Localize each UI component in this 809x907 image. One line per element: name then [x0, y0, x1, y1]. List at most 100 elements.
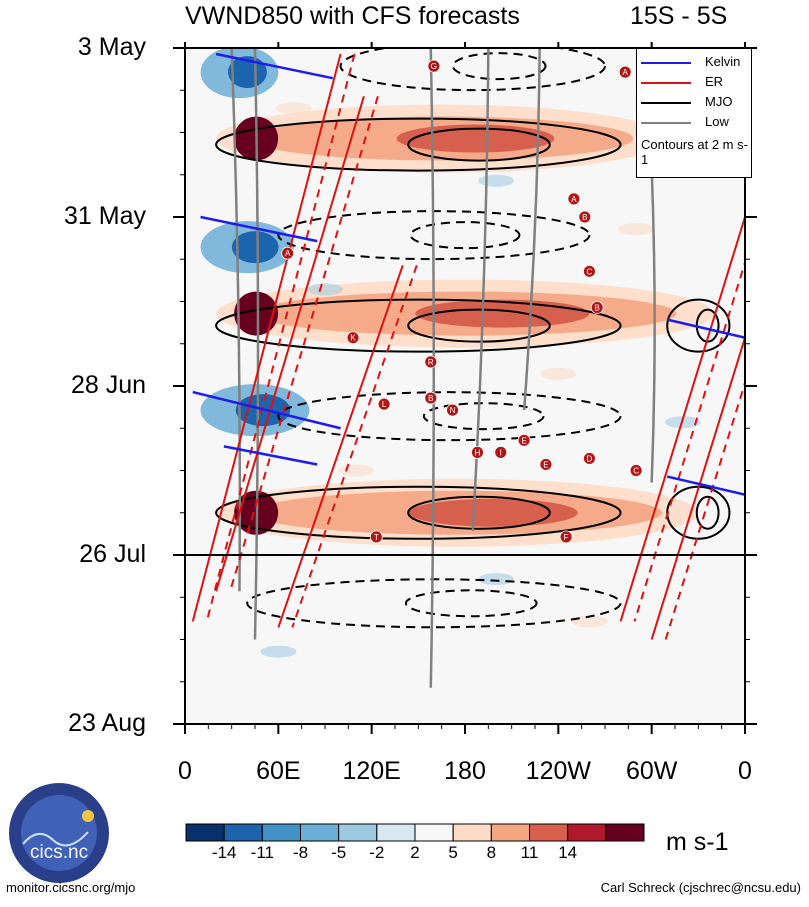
mjo-negative-contour-inner [422, 402, 545, 431]
er-wave-contour-dashed [291, 264, 418, 628]
storm-marker-label: B [428, 394, 433, 403]
x-tick-label: 60W [625, 757, 678, 785]
colorbar-swatch [414, 823, 454, 842]
storm-marker-label: F [564, 533, 569, 542]
colorbar-level-label: 8 [486, 843, 497, 862]
kelvin-wave-contour [666, 318, 745, 339]
legend-label: Low [705, 114, 729, 129]
colorbar-swatch [261, 823, 302, 842]
kelvin-wave-contour [192, 390, 341, 430]
speckle-anomaly [540, 367, 577, 380]
legend-contour-note: Contours at 2 m s-1 [641, 137, 748, 167]
logo-text: cics.nc [30, 842, 89, 863]
colorbar-level-label: -2 [369, 843, 385, 862]
er-wave-contour [650, 337, 745, 640]
low-frequency-contour [650, 168, 656, 483]
wave-line-layer [191, 48, 745, 688]
axis-ticks [173, 42, 757, 734]
positive-band-core [415, 299, 590, 328]
storm-marker [346, 331, 360, 345]
storm-marker-label: K [350, 334, 356, 343]
low-line-swatch [641, 122, 691, 124]
storm-marker [446, 403, 459, 417]
mjo-positive-contour [666, 298, 731, 353]
storm-marker-label: N [450, 406, 456, 415]
mjo-positive-contour-inner [407, 495, 551, 530]
x-tick-label: 60E [256, 757, 301, 785]
storm-marker [517, 433, 531, 447]
positive-band-peak [234, 291, 279, 336]
storm-marker [583, 264, 596, 278]
storm-marker-label: E [543, 460, 548, 469]
speckle-anomaly [571, 615, 608, 628]
storm-marker [427, 59, 441, 73]
colorbar-units: m s-1 [666, 828, 729, 856]
colorbar-level-label: 11 [520, 843, 539, 862]
colorbar-swatch [300, 823, 340, 842]
storm-marker [471, 445, 484, 459]
storm-marker-label: A [571, 195, 577, 204]
storm-marker [369, 530, 383, 544]
storm-marker [424, 391, 438, 405]
kelvin-wave-contour [223, 445, 318, 466]
negative-band-core [231, 231, 279, 264]
y-tick-label: 3 May [77, 33, 146, 61]
storm-marker-label: T [374, 533, 379, 542]
x-tick-label: 120W [525, 757, 591, 785]
colorbar-swatch [490, 823, 531, 842]
negative-band-core [228, 56, 267, 89]
y-tick-label: 26 Jul [79, 540, 146, 568]
storm-marker-label: B [595, 304, 600, 313]
x-tick-label: 0 [178, 757, 192, 785]
y-tick-label: 23 Aug [68, 709, 146, 737]
storm-marker [590, 301, 604, 314]
mjo-negative-contour [246, 578, 622, 629]
storm-marker [424, 355, 438, 369]
low-frequency-contour [253, 48, 260, 640]
colorbar-swatch [452, 823, 492, 842]
speckle-anomaly [618, 223, 655, 236]
er-line-swatch [641, 82, 691, 84]
low-frequency-contour [471, 48, 490, 531]
footer-author: Carl Schreck (cjschrec@ncsu.edu) [600, 880, 801, 895]
colorbar-swatch [567, 823, 607, 842]
storm-marker [281, 246, 295, 260]
storm-marker-label: L [382, 400, 387, 409]
x-tick-label: 180 [444, 757, 486, 785]
speckle-anomaly [478, 573, 515, 586]
storm-marker-label: E [521, 436, 526, 445]
colorbar-swatch [223, 823, 263, 842]
y-tick-label: 28 Jun [70, 371, 146, 399]
mjo-positive-contour-inner [407, 127, 551, 162]
kelvin-line-swatch [641, 62, 691, 64]
logo-inner-circle [21, 795, 97, 871]
shaded-anomaly-layer [200, 48, 714, 658]
logo-sun [82, 810, 94, 822]
colorbar-level-label: -5 [331, 843, 347, 862]
er-wave-contour-dashed [633, 259, 745, 622]
storm-marker-label: D [587, 454, 593, 463]
legend-label: MJO [705, 94, 733, 109]
low-frequency-contour [230, 48, 242, 592]
mjo-positive-contour-inner [695, 495, 720, 530]
storm-marker-label: R [428, 358, 434, 367]
kelvin-wave-contour [200, 215, 318, 243]
storm-marker [578, 210, 592, 224]
storm-marker-label: I [500, 448, 502, 457]
kelvin-wave-contour [215, 52, 334, 80]
storm-marker [494, 445, 508, 459]
colorbar-level-label: 5 [448, 843, 458, 862]
er-wave-contour [215, 95, 365, 592]
mjo-negative-contour-inner [451, 52, 547, 81]
storm-marker-label: G [431, 62, 437, 71]
storm-marker [629, 464, 643, 477]
colorbar-level-label: -14 [211, 843, 237, 862]
colorbar-level-label: -11 [250, 843, 274, 862]
storm-marker [377, 397, 391, 411]
legend: Kelvin ER MJO Low Contours at 2 m s-1 [636, 48, 752, 178]
storm-marker-label: H [475, 448, 481, 457]
logo-wave [22, 831, 89, 847]
mjo-negative-contour [277, 391, 622, 442]
colorbar-level-label: -8 [292, 843, 309, 862]
